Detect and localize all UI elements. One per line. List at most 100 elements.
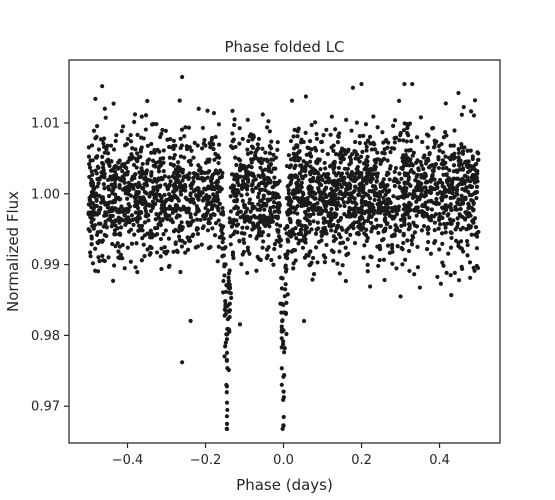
data-point bbox=[349, 170, 355, 175]
data-point bbox=[305, 196, 310, 201]
data-point bbox=[322, 160, 327, 166]
data-point bbox=[353, 205, 358, 211]
data-point bbox=[179, 220, 184, 225]
data-point bbox=[342, 193, 347, 199]
data-point bbox=[349, 128, 354, 133]
data-point bbox=[257, 229, 262, 234]
data-point bbox=[145, 143, 150, 148]
data-point bbox=[340, 240, 346, 245]
data-point bbox=[140, 161, 145, 167]
data-point bbox=[432, 177, 437, 182]
data-point bbox=[258, 156, 264, 161]
data-point bbox=[152, 148, 157, 153]
data-point bbox=[433, 212, 439, 217]
data-point bbox=[96, 181, 101, 186]
data-point bbox=[172, 175, 177, 180]
data-point bbox=[228, 242, 233, 247]
data-point bbox=[368, 141, 373, 146]
data-point bbox=[367, 205, 372, 210]
data-point bbox=[313, 120, 318, 125]
data-point bbox=[227, 216, 232, 221]
data-point bbox=[332, 211, 337, 216]
data-point bbox=[155, 188, 160, 193]
data-point bbox=[86, 145, 91, 150]
data-point bbox=[363, 233, 369, 238]
data-point bbox=[414, 213, 419, 218]
data-point bbox=[133, 172, 138, 177]
data-point bbox=[389, 242, 395, 248]
data-point bbox=[241, 237, 246, 242]
data-point bbox=[98, 137, 104, 142]
data-point bbox=[391, 194, 396, 199]
data-point bbox=[266, 179, 271, 184]
data-point bbox=[299, 238, 304, 243]
data-point bbox=[333, 127, 338, 132]
data-point bbox=[126, 184, 131, 190]
data-point bbox=[475, 171, 480, 176]
data-point bbox=[102, 150, 107, 155]
data-point bbox=[436, 143, 442, 149]
data-point bbox=[87, 197, 92, 203]
data-point bbox=[307, 221, 313, 226]
data-point bbox=[424, 247, 430, 252]
data-point bbox=[173, 203, 178, 208]
data-point bbox=[400, 213, 405, 218]
data-point bbox=[248, 209, 253, 214]
data-point bbox=[300, 176, 305, 181]
data-point bbox=[110, 208, 115, 213]
data-point bbox=[117, 207, 122, 212]
data-point bbox=[347, 183, 353, 188]
data-point bbox=[242, 240, 247, 245]
data-point bbox=[120, 169, 125, 174]
data-point bbox=[295, 211, 300, 216]
data-point bbox=[245, 192, 250, 197]
data-point bbox=[404, 121, 410, 127]
data-point bbox=[360, 149, 365, 154]
x-tick-label: 0.4 bbox=[429, 453, 450, 468]
data-point bbox=[312, 145, 318, 151]
data-point bbox=[292, 165, 297, 171]
data-point bbox=[381, 237, 386, 242]
data-point bbox=[404, 148, 409, 153]
data-point bbox=[337, 131, 342, 136]
data-point bbox=[410, 195, 416, 200]
data-point bbox=[403, 192, 408, 198]
data-point bbox=[354, 202, 359, 207]
data-point bbox=[90, 190, 95, 196]
data-point bbox=[276, 229, 281, 235]
data-point bbox=[134, 241, 139, 246]
data-point bbox=[239, 166, 245, 171]
data-point bbox=[458, 206, 463, 212]
data-point bbox=[274, 238, 279, 243]
data-point bbox=[87, 174, 92, 180]
data-point bbox=[165, 137, 170, 142]
data-point bbox=[130, 217, 135, 222]
data-point bbox=[215, 171, 221, 176]
data-point bbox=[164, 216, 169, 221]
data-point bbox=[204, 196, 209, 201]
data-point bbox=[177, 213, 182, 218]
data-point bbox=[472, 268, 477, 273]
data-point bbox=[167, 144, 172, 150]
data-point bbox=[456, 155, 461, 160]
data-point bbox=[250, 187, 255, 192]
data-point bbox=[100, 84, 105, 89]
data-point bbox=[382, 217, 387, 223]
data-point bbox=[135, 205, 141, 211]
data-point bbox=[216, 185, 221, 190]
data-point bbox=[391, 123, 396, 128]
data-point bbox=[234, 205, 239, 210]
data-point bbox=[251, 213, 257, 218]
data-point bbox=[282, 310, 287, 315]
data-point bbox=[232, 122, 237, 128]
data-point bbox=[278, 243, 283, 248]
data-point bbox=[364, 148, 369, 153]
data-point bbox=[186, 223, 191, 228]
data-point bbox=[119, 225, 124, 230]
data-point bbox=[329, 248, 334, 253]
data-point bbox=[440, 150, 446, 155]
data-point bbox=[335, 186, 340, 191]
data-point bbox=[189, 220, 194, 225]
data-point bbox=[223, 340, 228, 345]
data-point bbox=[346, 251, 351, 256]
